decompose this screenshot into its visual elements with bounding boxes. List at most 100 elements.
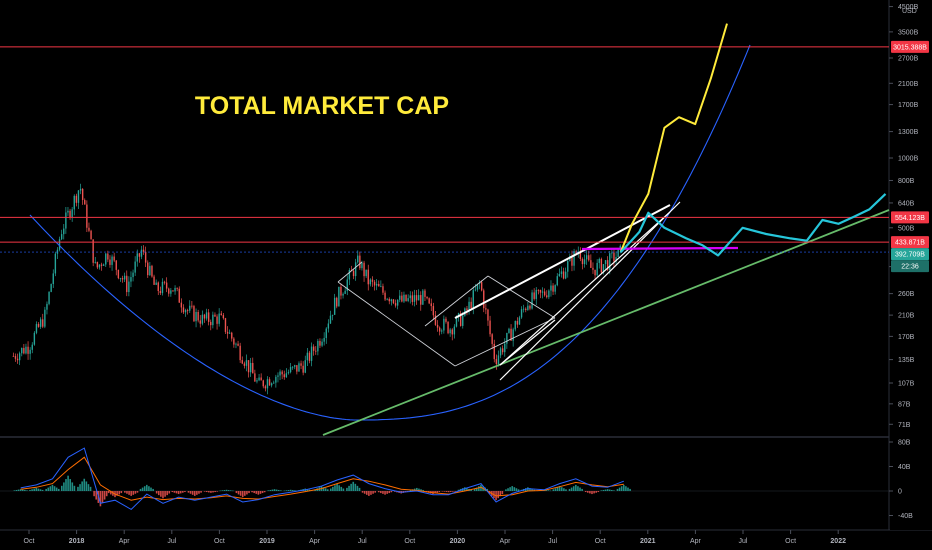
macd-line: [20, 447, 624, 511]
macd-histogram-bar: [581, 488, 583, 491]
candle-body: [102, 264, 105, 266]
price-scale-label: 87B: [898, 401, 911, 408]
time-scale-label: 2018: [69, 538, 85, 545]
macd-histogram-bar: [168, 491, 171, 494]
candle-body: [520, 309, 523, 318]
candle-body: [615, 256, 617, 262]
macd-histogram-bar: [438, 491, 441, 493]
candle-body: [132, 272, 134, 278]
time-scale-label: Jul: [548, 538, 557, 545]
macd-histogram-bar: [554, 488, 557, 491]
candle-body: [331, 314, 334, 316]
candle-body: [260, 377, 262, 381]
candle-body: [323, 337, 325, 342]
candle-body: [462, 315, 464, 326]
time-scale-label: Jul: [167, 538, 176, 545]
candle-body: [25, 346, 27, 354]
wedge-edge: [499, 319, 556, 366]
candle-body: [258, 377, 260, 381]
macd-histogram-bar: [248, 491, 250, 494]
candle-body: [317, 340, 319, 352]
candle-body: [401, 295, 403, 302]
macd-histogram-bar: [565, 489, 567, 491]
candle-body: [522, 308, 525, 310]
candle-body: [449, 329, 451, 334]
macd-histogram-bar: [618, 487, 621, 491]
macd-histogram-bar: [26, 490, 28, 491]
candle-body: [499, 348, 502, 356]
macd-histogram-bar: [591, 491, 593, 495]
candle-body: [357, 255, 359, 263]
macd-histogram-bar: [507, 488, 509, 491]
candle-body: [514, 320, 516, 330]
candle-body: [231, 332, 233, 339]
candle-body: [37, 324, 40, 327]
macd-histogram-bar: [354, 483, 357, 491]
macd-pane[interactable]: [0, 439, 889, 530]
candle-body: [445, 318, 447, 322]
candle-body: [348, 269, 351, 280]
macd-histogram-bar: [171, 491, 174, 493]
candle-body: [33, 332, 36, 345]
candle-body: [497, 355, 500, 365]
candle-body: [163, 281, 166, 283]
time-axis[interactable]: [0, 531, 932, 550]
candle-body: [302, 365, 304, 373]
candle-body: [371, 279, 374, 282]
macd-histogram-bar: [132, 491, 135, 495]
candle-body: [283, 374, 285, 378]
macd-histogram-bar: [358, 487, 361, 491]
macd-histogram-bar: [237, 491, 240, 495]
price-scale-label: 1000B: [898, 156, 919, 163]
candle-body: [600, 258, 603, 273]
candle-body: [117, 269, 120, 279]
candle-body: [84, 199, 86, 205]
macd-scale-label: 40B: [898, 464, 911, 471]
candle-body: [373, 281, 376, 286]
candle-body: [352, 270, 355, 277]
candle-body: [611, 252, 613, 254]
macd-histogram-bar: [368, 491, 370, 496]
candle-body: [531, 292, 533, 309]
macd-histogram-bar: [452, 491, 454, 492]
candle-body: [399, 295, 401, 300]
magenta-level-line: [581, 246, 739, 251]
last-price-tag: 392.709B: [895, 252, 925, 259]
candle-body: [474, 289, 477, 291]
macd-histogram-bar: [67, 475, 69, 491]
candle-body: [273, 382, 275, 384]
price-scale-label: 2700B: [898, 56, 919, 63]
candle-body: [485, 308, 487, 310]
macd-histogram-bar: [342, 488, 345, 491]
macd-histogram-bar: [420, 489, 422, 491]
macd-histogram-bar: [107, 491, 110, 494]
candle-body: [363, 262, 365, 277]
candle-body: [457, 313, 460, 317]
candle-body: [224, 318, 227, 332]
macd-histogram-bar: [101, 491, 104, 503]
candle-body: [239, 345, 241, 361]
macd-histogram-bar: [191, 491, 194, 495]
macd-histogram-bar: [625, 486, 627, 491]
candle-body: [256, 380, 258, 382]
candle-body: [430, 303, 432, 307]
macd-histogram-bar: [225, 489, 228, 491]
macd-histogram-bar: [380, 491, 382, 494]
support-trendline: [322, 209, 890, 436]
macd-histogram-bar: [306, 489, 309, 491]
macd-histogram-bar: [568, 488, 571, 491]
candle-body: [354, 262, 357, 277]
candle-body: [510, 328, 512, 341]
macd-histogram-bar: [141, 487, 144, 491]
candle-body: [325, 328, 327, 338]
candle-body: [134, 261, 136, 273]
macd-histogram-bar: [255, 491, 258, 494]
candle-body: [472, 290, 474, 309]
macd-histogram-bar: [560, 487, 563, 491]
macd-histogram-bar: [271, 489, 274, 491]
main-pane[interactable]: [0, 0, 889, 436]
price-scale-label: 260B: [898, 291, 915, 298]
candle-body: [422, 290, 424, 305]
macd-histogram-bar: [556, 487, 559, 491]
